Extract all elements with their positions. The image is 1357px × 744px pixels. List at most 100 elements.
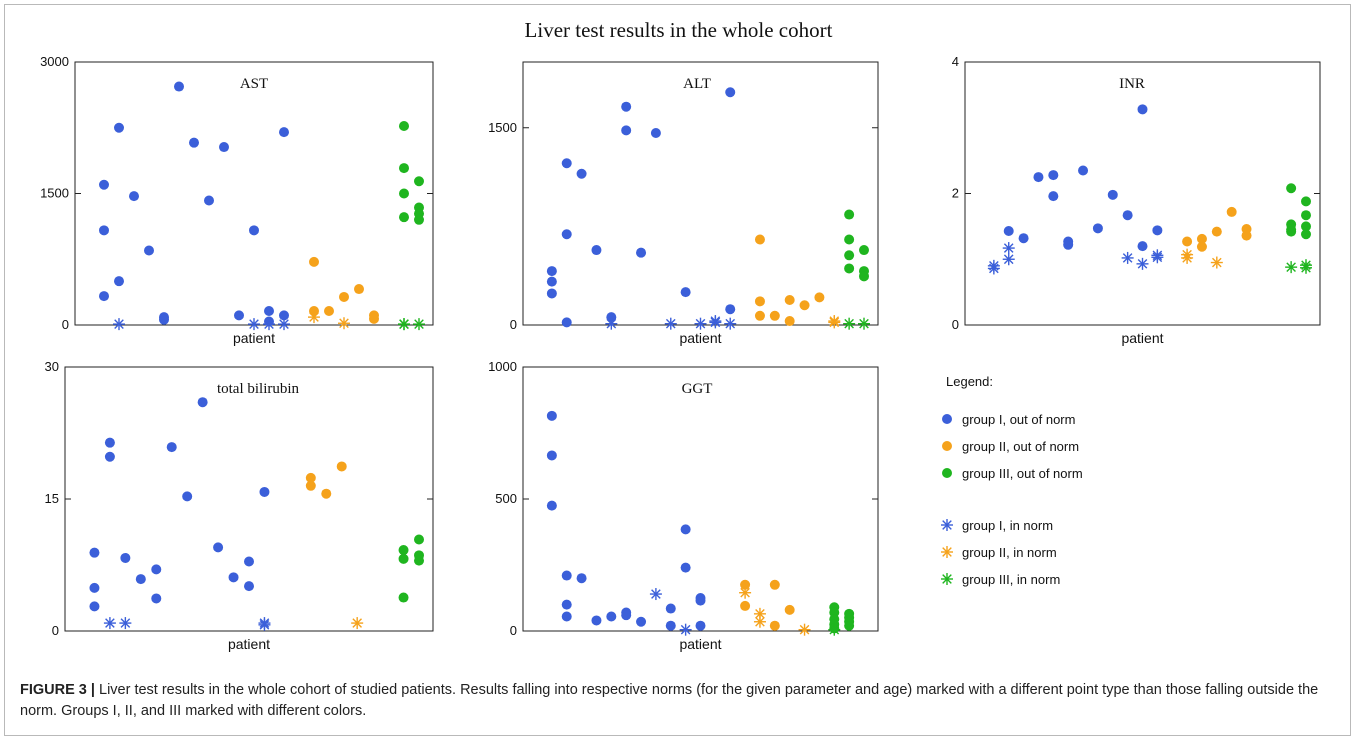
data-point [561, 317, 572, 328]
data-point [546, 450, 557, 461]
data-point [1286, 226, 1297, 237]
dot-marker-icon [942, 414, 952, 424]
data-point [665, 603, 676, 614]
data-point [844, 209, 855, 220]
data-point [244, 556, 254, 567]
legend-item: group I, in norm [940, 516, 1053, 534]
x-axis-label: patient [679, 330, 721, 346]
y-tick-label: 0 [52, 623, 59, 638]
data-point [398, 545, 409, 556]
data-point [636, 616, 647, 627]
data-point [1301, 221, 1311, 232]
caption-label: FIGURE 3 | [20, 682, 95, 698]
panel-title: AST [240, 76, 268, 92]
data-point [104, 451, 115, 462]
data-point [398, 318, 410, 331]
data-point [399, 163, 409, 174]
data-point [244, 581, 254, 592]
legend-item: group III, in norm [940, 570, 1060, 588]
data-point [828, 316, 841, 329]
legend-title: Legend: [946, 374, 993, 389]
data-point [844, 620, 855, 631]
data-point [1286, 183, 1297, 194]
data-point [321, 488, 332, 499]
data-point [305, 480, 316, 491]
data-point [259, 486, 270, 497]
star-marker-icon [941, 546, 953, 558]
y-tick-label: 1500 [488, 120, 517, 135]
data-point [753, 607, 766, 620]
y-tick-label: 3000 [40, 54, 69, 69]
panel-inr: 0 2 4 INR patient [952, 54, 1321, 346]
data-point [859, 271, 869, 282]
data-point [561, 599, 572, 610]
data-point [414, 555, 424, 566]
data-point [561, 229, 572, 240]
y-tick-label: 500 [495, 491, 517, 506]
data-point [264, 305, 274, 316]
data-point [680, 524, 691, 535]
data-point [1002, 242, 1015, 255]
panel-ggt: 0 500 1000 GGT patient [488, 359, 879, 652]
data-point [1122, 210, 1133, 221]
data-point [724, 317, 737, 330]
data-point [561, 158, 572, 169]
data-point [338, 317, 350, 330]
data-point [605, 317, 618, 330]
data-point [248, 318, 260, 331]
data-point [561, 611, 572, 622]
data-point [1003, 225, 1014, 236]
data-point [249, 225, 259, 236]
data-point [1078, 165, 1089, 176]
data-point [1210, 256, 1223, 269]
x-axis-label: patient [228, 636, 270, 652]
data-point [174, 81, 184, 92]
data-point [1152, 225, 1163, 236]
legend-item: group III, out of norm [940, 464, 1083, 482]
data-point [1018, 233, 1029, 244]
legend-label: group II, in norm [962, 544, 1057, 560]
data-point [1121, 251, 1134, 264]
data-point [279, 127, 289, 138]
panel-title: ALT [683, 76, 711, 92]
data-point [1092, 223, 1103, 234]
y-tick-label: 2 [952, 186, 959, 201]
data-point [309, 305, 319, 316]
dot-marker-icon [942, 468, 952, 478]
legend-marker [942, 468, 952, 478]
data-point [151, 564, 162, 575]
x-axis-label: patient [1121, 330, 1163, 346]
y-tick-label: 0 [510, 317, 517, 332]
data-point [1107, 189, 1118, 200]
data-point [113, 318, 125, 331]
data-point [740, 600, 751, 611]
legend-label: group I, in norm [962, 517, 1054, 533]
data-point [369, 313, 379, 324]
data-point [103, 617, 116, 630]
data-point [197, 397, 208, 408]
data-point [858, 317, 870, 330]
x-axis-label: patient [233, 330, 275, 346]
data-point [308, 311, 320, 324]
data-point [354, 284, 364, 295]
plot-frame [64, 366, 434, 632]
data-point [1300, 261, 1312, 274]
x-axis-label: patient [679, 636, 721, 652]
data-point [1226, 206, 1237, 217]
data-point [228, 572, 239, 583]
data-point [398, 553, 409, 564]
data-point [99, 179, 109, 190]
data-point [1196, 233, 1207, 244]
y-tick-label: 0 [510, 623, 517, 638]
y-tick-label: 4 [952, 54, 959, 69]
caption-text: Liver test results in the whole cohort o… [20, 682, 1319, 719]
data-point [414, 176, 424, 187]
data-point [263, 318, 275, 331]
data-point [591, 245, 602, 256]
data-point [1048, 191, 1059, 202]
data-point [799, 300, 810, 311]
data-point [258, 617, 271, 630]
legend-marker [941, 546, 953, 558]
data-point [1196, 241, 1207, 252]
data-point [159, 314, 169, 325]
